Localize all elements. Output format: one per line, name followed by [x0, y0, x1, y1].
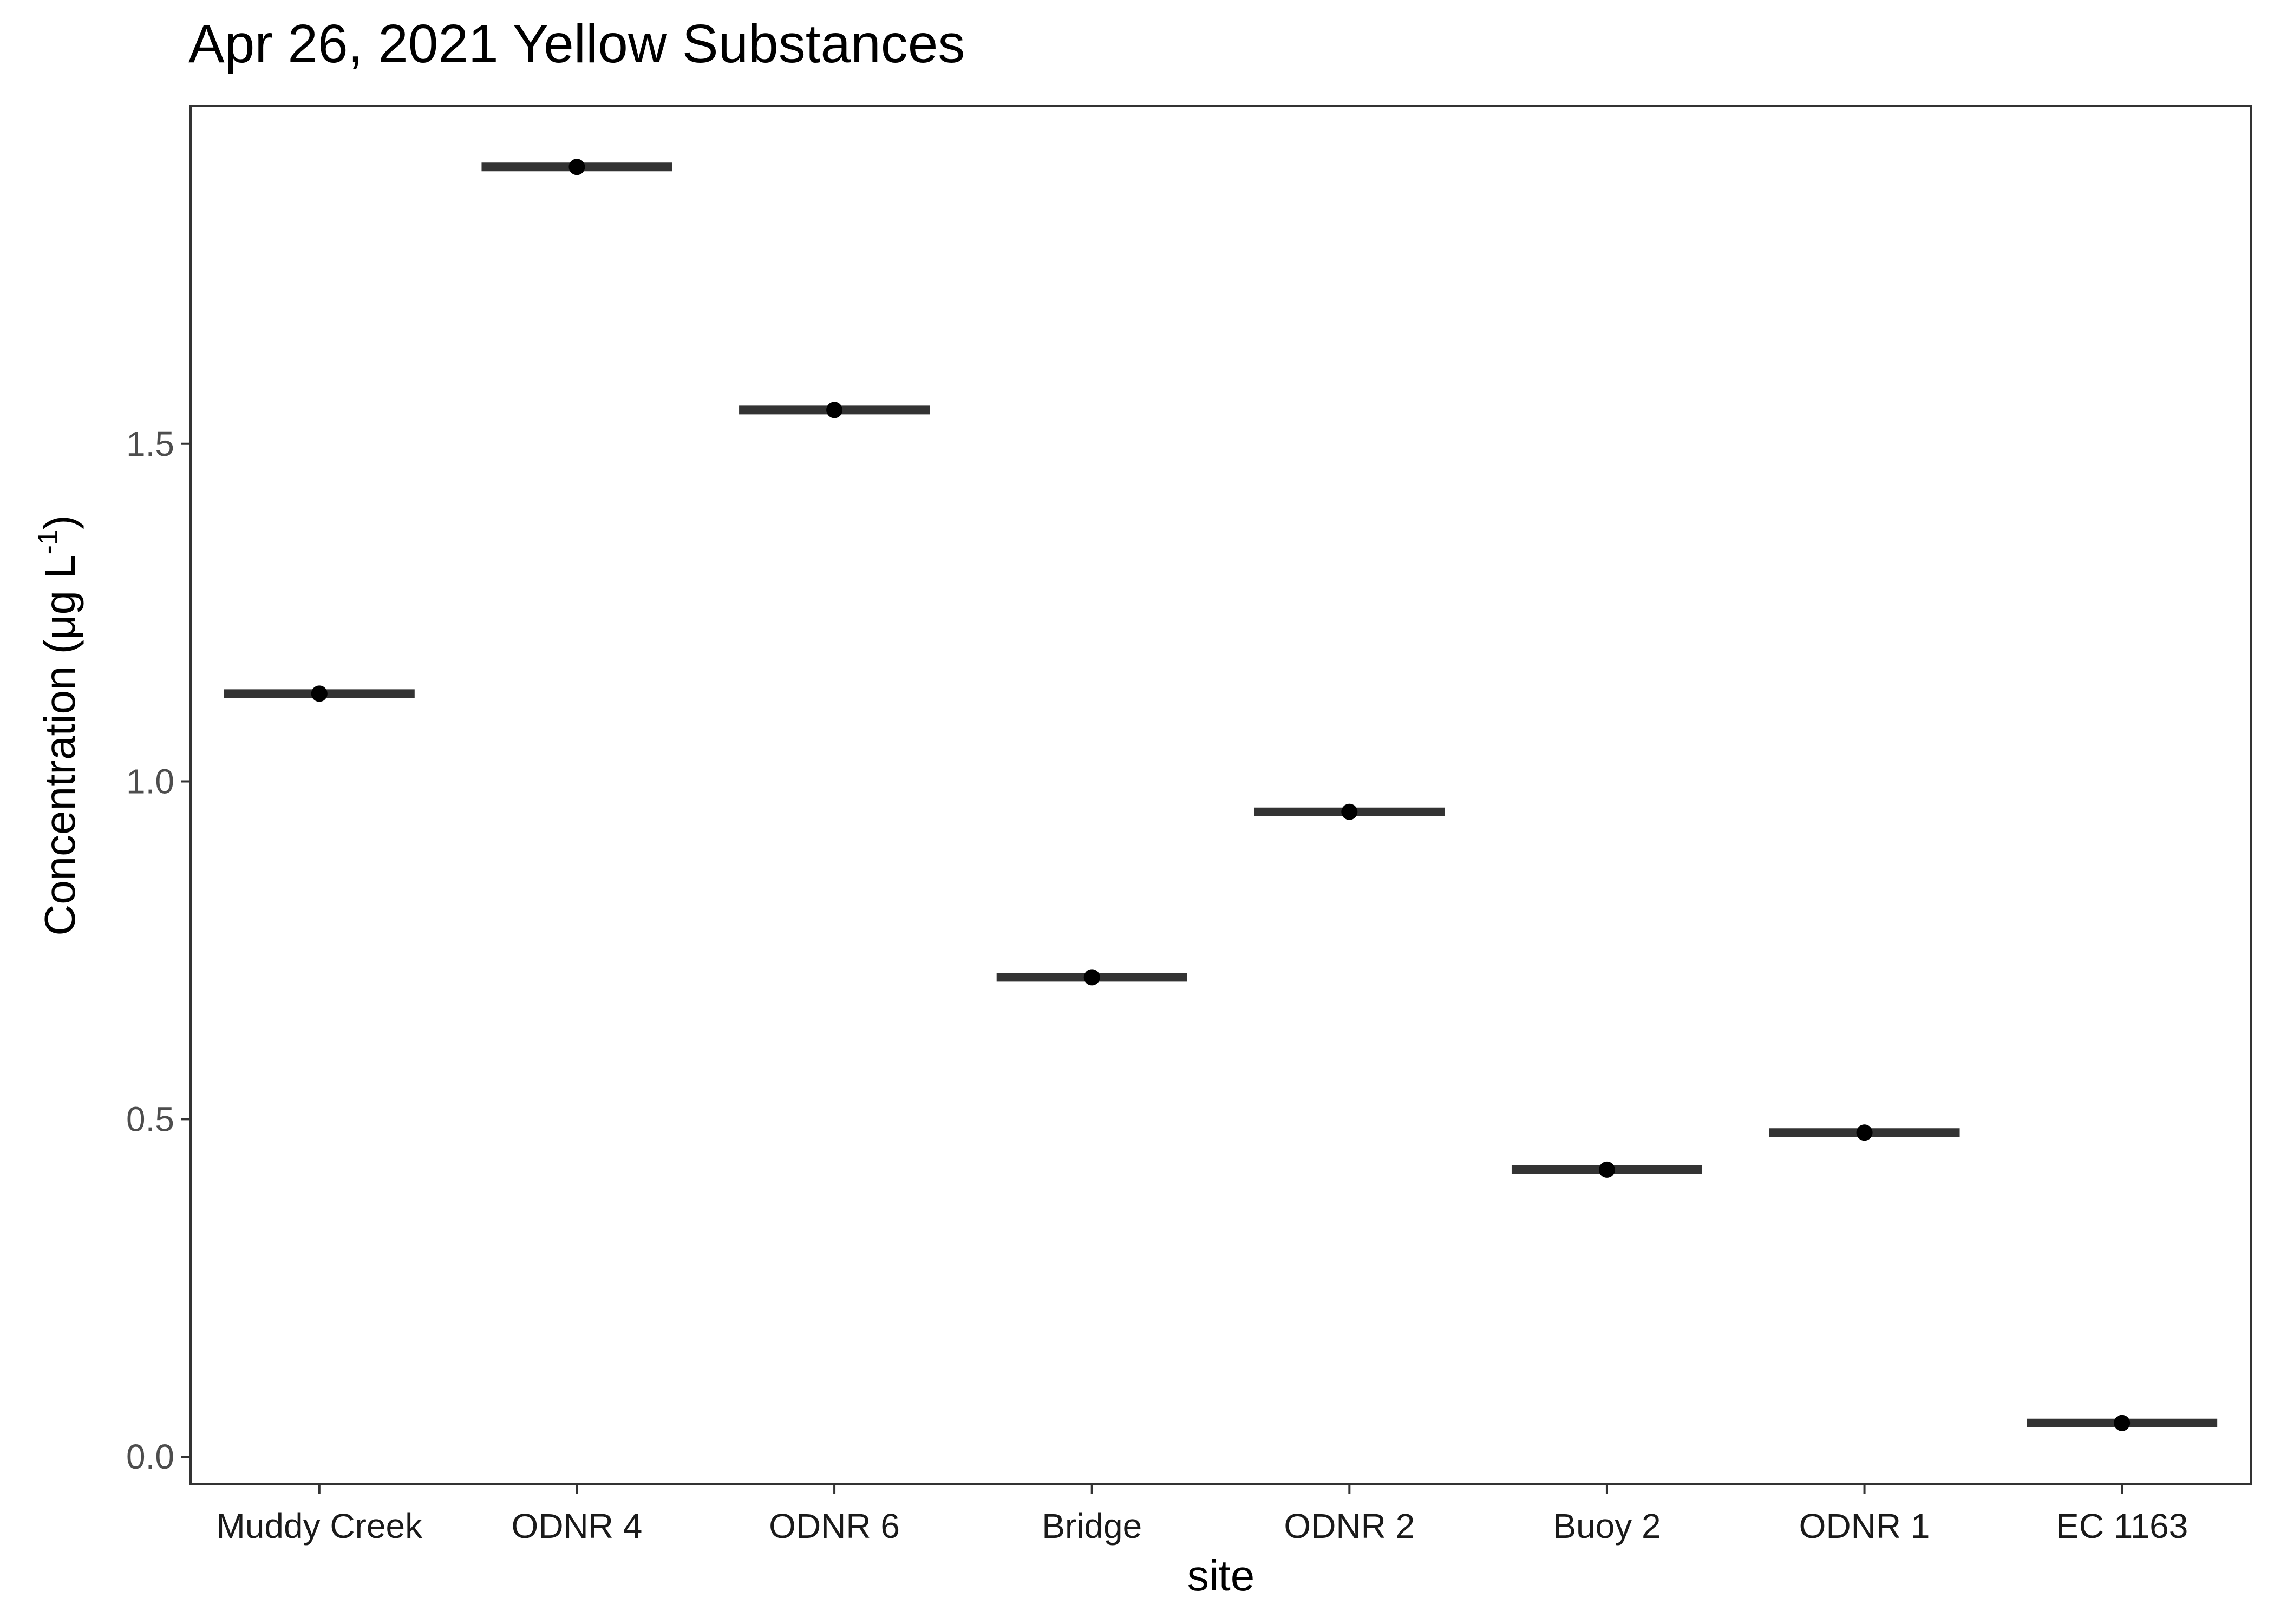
chart-title: Apr 26, 2021 Yellow Substances [188, 14, 965, 74]
x-tick-label: Buoy 2 [1553, 1507, 1661, 1546]
data-point [1341, 803, 1358, 820]
y-tick-label: 1.0 [126, 762, 174, 801]
data-point [1856, 1124, 1873, 1141]
plot-panel [190, 105, 2252, 1485]
x-tick-label: ODNR 2 [1284, 1507, 1415, 1546]
data-point [2114, 1415, 2131, 1431]
y-axis-title: Concentration (μg L-1) [32, 515, 84, 935]
data-point [826, 402, 843, 418]
x-tick-label: ODNR 1 [1799, 1507, 1930, 1546]
data-point [568, 159, 585, 175]
data-marks [224, 159, 2218, 1431]
y-tick-label: 1.5 [126, 424, 174, 463]
x-tick-label: Bridge [1042, 1507, 1142, 1546]
data-point [311, 685, 328, 702]
y-tick-label: 0.0 [126, 1437, 174, 1476]
y-axis-title-main: Concentration (μg L [36, 554, 84, 935]
x-axis: Muddy Creek ODNR 4 ODNR 6 Bridge ODNR 2 Buoy … [217, 1484, 2188, 1546]
x-axis-title: site [1187, 1551, 1255, 1600]
y-tick-label: 0.5 [126, 1099, 174, 1138]
y-axis-title-close: ) [36, 515, 84, 529]
y-axis-title-superscript: -1 [32, 529, 64, 554]
data-point [1598, 1161, 1615, 1178]
x-tick-label: ODNR 6 [769, 1507, 900, 1546]
x-tick-label: Muddy Creek [217, 1507, 423, 1546]
y-axis: 0.0 0.5 1.0 1.5 [126, 424, 191, 1476]
x-tick-label: ODNR 4 [512, 1507, 643, 1546]
x-tick-label: EC 1163 [2056, 1507, 2188, 1546]
data-point [1083, 969, 1100, 986]
